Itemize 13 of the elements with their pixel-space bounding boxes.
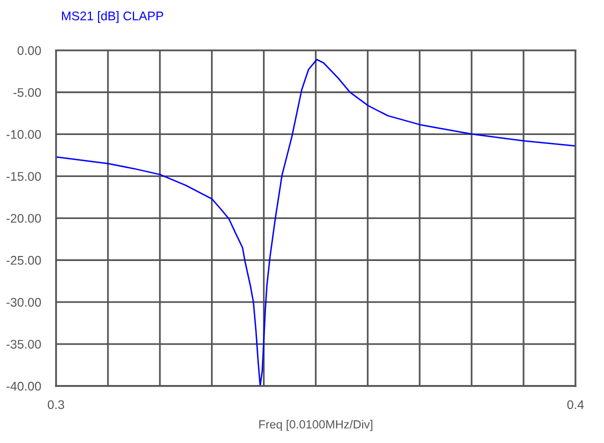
y-tick-label: -40.00 [6,382,41,391]
y-tick-label: -30.00 [6,298,41,307]
chart-title: MS21 [dB] CLAPP [62,11,164,23]
y-tick-label: -35.00 [6,340,41,349]
x-tick-label: 0.3 [48,400,64,410]
y-tick-label: 0.00 [18,46,41,55]
x-axis-title: Freq [0.0100MHz/Div] [259,420,372,431]
y-tick-label: -15.00 [6,172,41,181]
y-tick-label: -25.00 [6,256,41,265]
y-tick-label: -5.00 [13,88,41,97]
x-tick-label: 0.4 [567,400,584,410]
y-tick-label: -20.00 [6,214,41,223]
y-tick-label: -10.00 [6,130,41,139]
